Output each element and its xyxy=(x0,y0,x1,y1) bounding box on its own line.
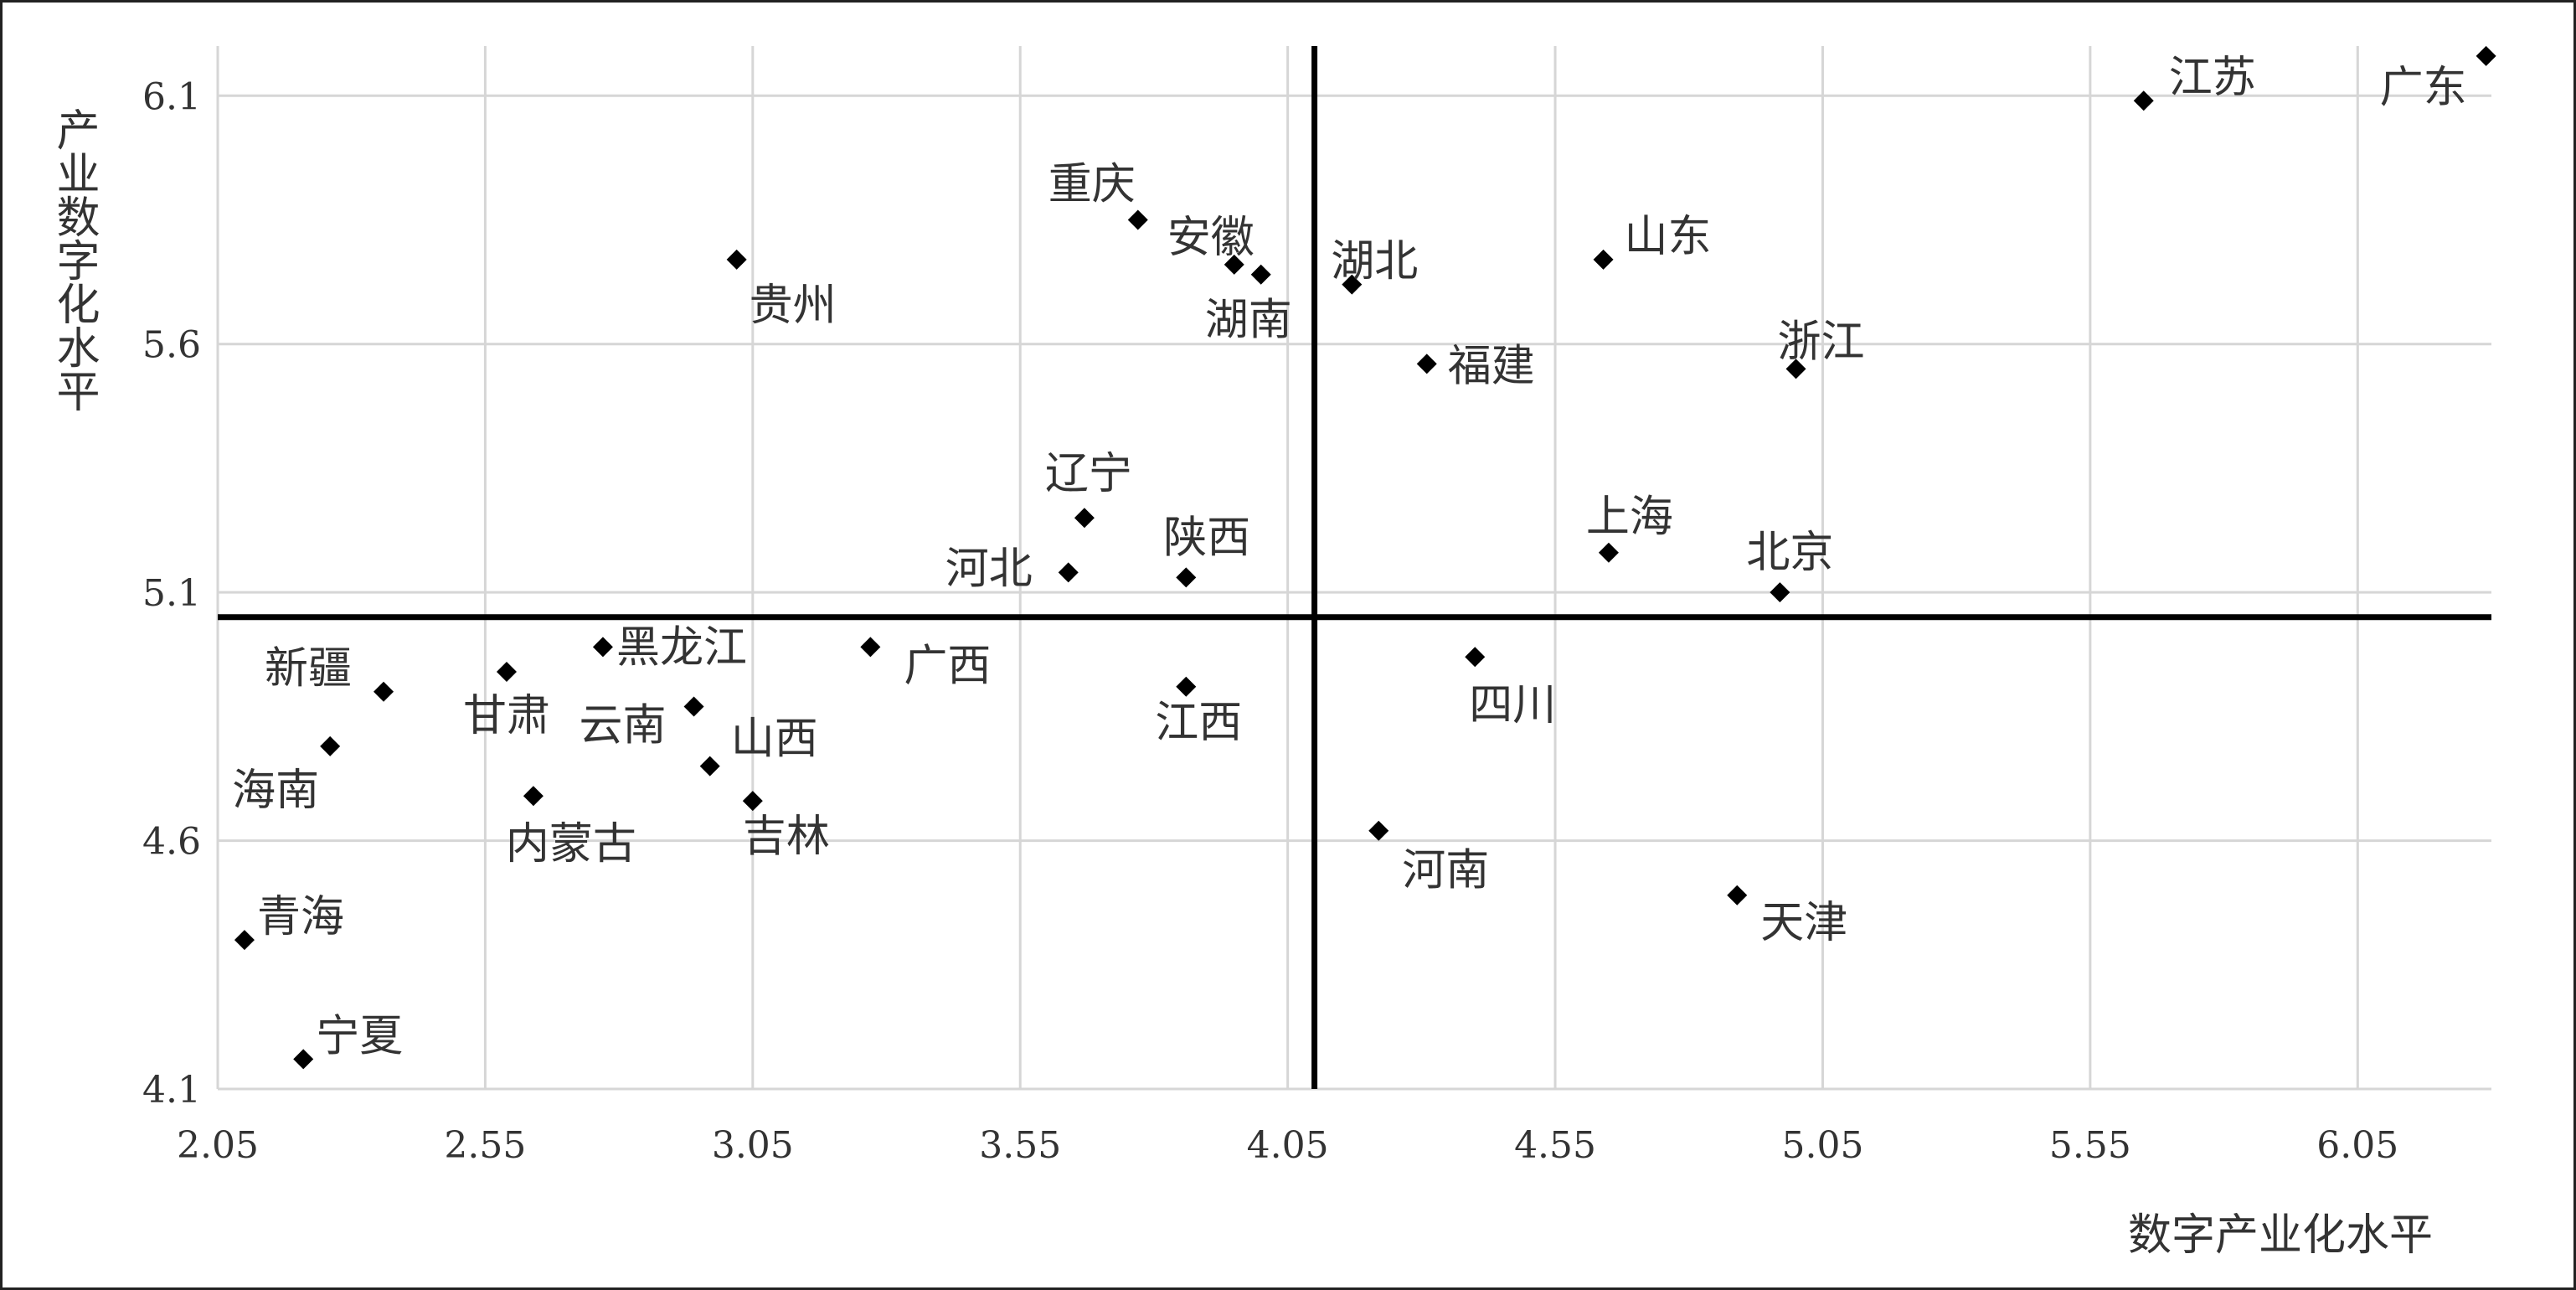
data-point-diamond xyxy=(1250,264,1271,285)
point-label: 北京 xyxy=(1746,528,1833,578)
data-point-diamond xyxy=(1176,567,1197,588)
point-label: 青海 xyxy=(257,892,344,942)
point-label: 江苏 xyxy=(2169,53,2256,103)
data-point-diamond xyxy=(726,249,747,270)
x-tick-label: 3.55 xyxy=(979,1124,1061,1167)
point-label: 辽宁 xyxy=(1045,449,1132,499)
point-label: 山东 xyxy=(1625,212,1712,262)
data-point-diamond xyxy=(1127,209,1148,230)
x-tick-label: 5.55 xyxy=(2049,1124,2131,1167)
point-label: 广东 xyxy=(2380,63,2467,113)
point-label: 江西 xyxy=(1155,698,1242,748)
data-point-diamond xyxy=(1342,274,1363,295)
point-label: 安徽 xyxy=(1167,213,1255,263)
data-point-diamond xyxy=(1598,542,1619,563)
data-point-diamond xyxy=(1727,885,1748,906)
point-label: 贵州 xyxy=(750,281,837,331)
point-label: 广西 xyxy=(904,641,991,691)
point-label: 天津 xyxy=(1760,898,1847,948)
data-point-diamond xyxy=(293,1049,314,1070)
point-label: 山西 xyxy=(731,715,818,765)
y-axis-title: 产业数字化水平 xyxy=(49,107,99,412)
point-label: 陕西 xyxy=(1163,513,1250,563)
data-point-diamond xyxy=(523,786,544,807)
data-point-diamond xyxy=(1058,562,1079,583)
y-tick-label: 5.6 xyxy=(142,324,201,367)
data-point-diamond xyxy=(374,681,394,702)
x-tick-label: 2.55 xyxy=(444,1124,526,1167)
data-point-diamond xyxy=(742,791,763,812)
x-tick-label: 6.05 xyxy=(2316,1124,2398,1167)
point-label: 云南 xyxy=(580,701,667,751)
grid xyxy=(216,46,2491,1091)
point-label: 湖北 xyxy=(1331,237,1418,287)
data-point-diamond xyxy=(1416,353,1437,374)
data-point-diamond xyxy=(1176,676,1197,697)
x-tick-label: 4.55 xyxy=(1514,1124,1596,1167)
data-point-diamond xyxy=(683,696,704,717)
point-label: 上海 xyxy=(1586,493,1673,543)
point-label: 四川 xyxy=(1469,680,1556,730)
data-point-diamond xyxy=(1593,249,1614,270)
x-tick-label: 2.05 xyxy=(177,1124,259,1167)
point-label: 宁夏 xyxy=(316,1011,403,1061)
data-point-diamond xyxy=(1465,647,1486,668)
data-point-diamond xyxy=(320,735,341,756)
y-tick-label: 4.6 xyxy=(142,821,201,864)
data-point-diamond xyxy=(496,662,517,682)
y-tick-label: 5.1 xyxy=(142,572,201,615)
y-tick-label: 6.1 xyxy=(142,75,201,118)
data-point-diamond xyxy=(1074,508,1095,529)
data-point-diamond xyxy=(1224,254,1244,275)
point-label: 河南 xyxy=(1402,846,1489,896)
data-point-diamond xyxy=(2133,90,2154,111)
data-point-diamond xyxy=(1368,820,1389,841)
data-point-diamond xyxy=(699,756,720,777)
x-tick-label: 3.05 xyxy=(712,1124,794,1167)
data-point-diamond xyxy=(234,930,255,951)
point-label: 海南 xyxy=(232,766,319,816)
point-label: 福建 xyxy=(1448,341,1535,391)
point-label: 黑龙江 xyxy=(616,622,747,673)
data-point-diamond xyxy=(1770,582,1790,603)
reference-lines xyxy=(218,46,2491,1089)
point-label: 内蒙古 xyxy=(506,819,636,869)
point-label: 浙江 xyxy=(1778,317,1865,367)
point-label: 重庆 xyxy=(1048,160,1136,210)
point-label: 甘肃 xyxy=(463,691,550,741)
point-label: 河北 xyxy=(945,544,1033,594)
point-label: 吉林 xyxy=(743,812,830,862)
tick-labels: 2.05 2.55 3.05 3.55 4.05 4.55 5.05 5.55 6.05 4.1 4… xyxy=(142,75,2398,1167)
axis-titles: 数字产业化水平 产业数字化水平 xyxy=(49,107,2433,1261)
data-point-diamond xyxy=(1785,359,1806,379)
y-tick-label: 4.1 xyxy=(142,1069,201,1112)
data-point-diamond xyxy=(2476,45,2496,66)
x-axis-title: 数字产业化水平 xyxy=(2128,1210,2433,1261)
point-label: 湖南 xyxy=(1205,296,1292,346)
x-tick-label: 4.05 xyxy=(1247,1124,1329,1167)
data-point-diamond xyxy=(860,637,881,658)
point-label: 新疆 xyxy=(265,644,352,694)
x-tick-label: 5.05 xyxy=(1781,1124,1863,1167)
data-points xyxy=(234,45,2496,1070)
data-point-diamond xyxy=(592,637,613,658)
